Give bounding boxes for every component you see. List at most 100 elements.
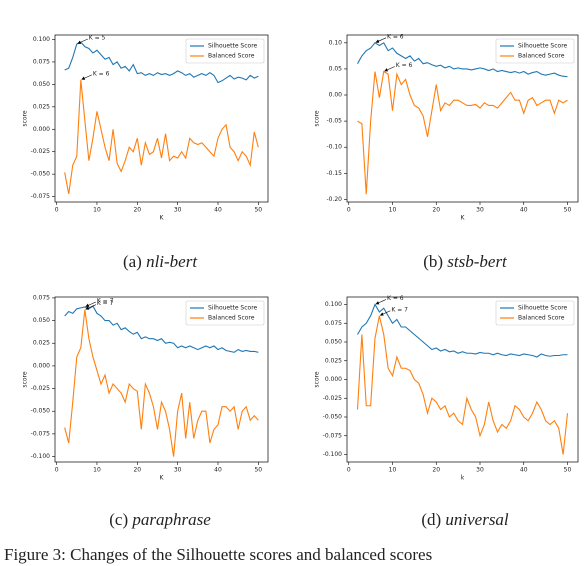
y-tick-label: 0.10	[329, 39, 343, 46]
legend-label: Balanced Score	[518, 315, 565, 322]
y-tick-label: 0.000	[33, 362, 50, 369]
annotation: K = 7	[97, 300, 114, 307]
series-line	[357, 303, 568, 358]
y-axis-label: score	[22, 371, 29, 387]
legend-label: Silhouette Score	[208, 43, 258, 50]
annotation: K = 6	[387, 33, 404, 40]
y-tick-label: 0.050	[33, 81, 50, 88]
x-axis-label: k	[461, 475, 465, 482]
caption-name: nli-bert	[146, 252, 198, 271]
caption-name: universal	[445, 510, 509, 529]
annotation-arrow	[77, 38, 88, 44]
x-tick-label: 40	[214, 467, 222, 474]
x-tick-label: 50	[564, 467, 572, 474]
y-tick-label: -0.075	[31, 193, 51, 200]
y-tick-label: -0.025	[31, 385, 51, 392]
series-line	[357, 70, 568, 195]
y-tick-label: -0.100	[323, 451, 343, 458]
y-tick-label: -0.15	[326, 170, 342, 177]
x-tick-label: 40	[520, 207, 528, 214]
x-tick-label: 30	[476, 207, 484, 214]
annotation-arrow	[85, 301, 96, 307]
panel-caption: (b) stsb-bert	[423, 252, 508, 271]
series-line	[356, 315, 569, 455]
y-tick-label: -0.075	[323, 432, 343, 439]
caption-name: paraphrase	[131, 510, 211, 529]
annotation-arrow	[81, 74, 92, 80]
x-tick-label: 10	[389, 467, 397, 474]
panel-caption: (a) nli-bert	[123, 252, 198, 271]
y-tick-label: 0.000	[33, 126, 50, 133]
legend-label: Balanced Score	[208, 53, 255, 60]
x-axis-label: K	[160, 215, 165, 222]
y-tick-label: 0.025	[33, 103, 50, 110]
x-tick-label: 50	[254, 207, 262, 214]
y-tick-label: 0.025	[325, 357, 342, 364]
y-tick-label: -0.050	[31, 408, 51, 415]
legend-box	[495, 38, 575, 64]
x-tick-label: 20	[432, 467, 440, 474]
caption-label: (b)	[423, 252, 443, 271]
plot-frame	[54, 34, 269, 203]
x-tick-label: 20	[133, 467, 141, 474]
x-tick-label: 10	[93, 467, 101, 474]
y-tick-label: -0.025	[323, 395, 343, 402]
caption-label: (a)	[123, 252, 142, 271]
x-tick-label: 20	[133, 207, 141, 214]
y-tick-label: -0.100	[31, 453, 51, 460]
x-tick-label: 0	[55, 467, 59, 474]
legend-label: Balanced Score	[518, 53, 565, 60]
x-tick-label: 10	[389, 207, 397, 214]
y-tick-label: 0.100	[33, 36, 50, 43]
y-tick-label: 0.000	[325, 376, 342, 383]
annotation: K = 5	[89, 34, 106, 41]
plot-frame	[54, 296, 269, 463]
series-line	[64, 41, 259, 84]
plot-frame	[346, 34, 579, 203]
x-axis-label: K	[461, 215, 466, 222]
legend-label: Balanced Score	[208, 315, 255, 322]
y-tick-label: 0.05	[329, 65, 343, 72]
series-line	[64, 79, 259, 195]
annotation: K = 6	[396, 62, 413, 69]
figure-caption: Figure 3: Changes of the Silhouette scor…	[4, 545, 432, 564]
series-line	[64, 309, 259, 457]
legend-box	[185, 300, 265, 326]
annotation: K = 7	[97, 297, 114, 304]
annotation: K = 7	[391, 306, 408, 313]
x-tick-label: 0	[55, 207, 59, 214]
y-tick-label: -0.20	[326, 196, 342, 203]
series-line	[357, 42, 568, 78]
y-axis-label: score	[314, 110, 321, 126]
x-tick-label: 10	[93, 207, 101, 214]
y-tick-label: 0.050	[33, 317, 50, 324]
annotation-arrow	[375, 37, 387, 43]
annotation: K = 6	[93, 70, 110, 77]
annotation-arrow	[375, 299, 387, 305]
y-tick-label: -0.10	[326, 144, 342, 151]
x-tick-label: 0	[347, 467, 351, 474]
y-tick-label: 0.075	[325, 320, 342, 327]
annotation-arrow	[85, 304, 96, 310]
legend-box	[495, 300, 575, 326]
y-tick-label: 0.00	[329, 92, 343, 99]
y-tick-label: 0.100	[325, 301, 342, 308]
x-tick-label: 50	[254, 467, 262, 474]
y-tick-label: -0.050	[323, 414, 343, 421]
y-axis-label: score	[314, 371, 321, 387]
panel-caption: (c) paraphrase	[109, 510, 211, 529]
y-tick-label: -0.075	[31, 430, 51, 437]
x-tick-label: 20	[432, 207, 440, 214]
legend-box	[185, 38, 265, 64]
caption-label: (d)	[421, 510, 441, 529]
panel-caption: (d) universal	[421, 510, 509, 529]
y-tick-label: 0.025	[33, 340, 50, 347]
legend-label: Silhouette Score	[518, 43, 568, 50]
annotation-arrow	[384, 66, 395, 72]
x-tick-label: 30	[174, 207, 182, 214]
y-tick-label: 0.075	[33, 294, 50, 301]
y-axis-label: score	[22, 110, 29, 126]
y-tick-label: -0.025	[31, 148, 51, 155]
